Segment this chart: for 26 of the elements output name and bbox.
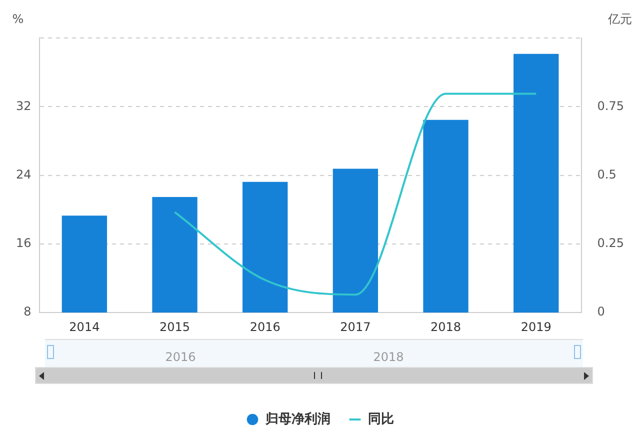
y-tick-label: 32 xyxy=(16,98,32,113)
legend-label: 归母净利润 xyxy=(264,410,330,427)
bar xyxy=(62,216,108,313)
y-tick-label: 24 xyxy=(16,167,32,182)
y-tick-label: 16 xyxy=(16,236,32,250)
y-axis-title: % xyxy=(12,12,24,26)
y-tick-label: 8 xyxy=(24,304,32,319)
bar xyxy=(332,168,378,313)
x-tick-label: 2015 xyxy=(160,320,190,334)
bar xyxy=(423,120,468,313)
bar xyxy=(152,196,198,313)
y2-axis-title: 亿元 xyxy=(607,12,632,26)
line-series xyxy=(174,92,538,296)
y2-tick-label: 0 xyxy=(597,304,605,319)
x-tick-label: 2014 xyxy=(69,320,100,334)
x-tick-label: 2018 xyxy=(430,320,462,334)
y2-tick-label: 0.5 xyxy=(597,167,616,182)
bar xyxy=(242,182,288,313)
y2-tick-label: 0.75 xyxy=(597,98,624,113)
x-tick-label: 2019 xyxy=(520,320,552,334)
legend-label: 同比 xyxy=(368,412,394,427)
x-tick-label: 2016 xyxy=(250,320,280,334)
bar xyxy=(514,54,559,313)
range-slider: 2016 2018 xyxy=(35,338,594,383)
x-tick-label: 2017 xyxy=(340,320,371,334)
y2-tick-label: 0.25 xyxy=(597,236,624,250)
